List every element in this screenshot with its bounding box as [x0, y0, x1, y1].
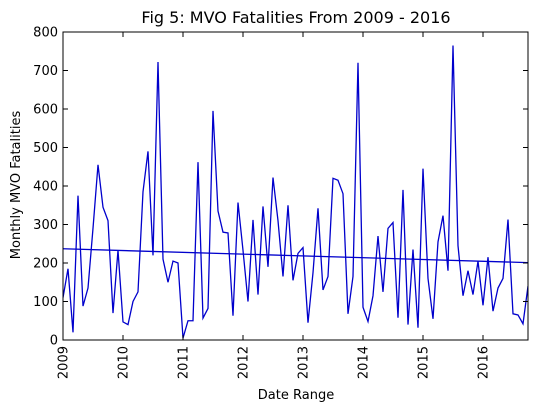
x-tick-label: 2016 — [477, 346, 492, 379]
x-tick-label: 2011 — [177, 346, 192, 379]
x-tick-label: 2013 — [297, 346, 312, 379]
plot-area — [62, 31, 529, 341]
y-axis-label: Monthly MVO Fatalities — [9, 111, 24, 260]
chart-title: Fig 5: MVO Fatalities From 2009 - 2016 — [141, 8, 450, 27]
y-tick-label: 400 — [33, 180, 58, 195]
x-tick-label: 2014 — [357, 346, 372, 379]
y-tick-label: 100 — [33, 295, 58, 310]
x-tick-label: 2010 — [117, 346, 132, 379]
y-tick-label: 0 — [50, 334, 58, 349]
x-tick-label: 2015 — [417, 346, 432, 379]
x-tick-label: 2009 — [57, 346, 72, 379]
x-axis: 2009 2010 2011 2012 2013 2014 2015 2016 — [57, 32, 492, 379]
y-tick-label: 800 — [33, 26, 58, 41]
y-tick-label: 500 — [33, 141, 58, 156]
y-tick-label: 300 — [33, 218, 58, 233]
y-axis: 0 100 200 300 400 500 600 700 800 — [33, 26, 528, 349]
plot-frame — [62, 31, 529, 341]
x-axis-label: Date Range — [258, 388, 334, 403]
y-tick-label: 200 — [33, 257, 58, 272]
x-tick-label: 2012 — [237, 346, 252, 379]
y-tick-label: 600 — [33, 103, 58, 118]
series-line-monthly-fatalities — [63, 45, 528, 339]
y-tick-label: 700 — [33, 64, 58, 79]
trend-line — [63, 248, 528, 264]
